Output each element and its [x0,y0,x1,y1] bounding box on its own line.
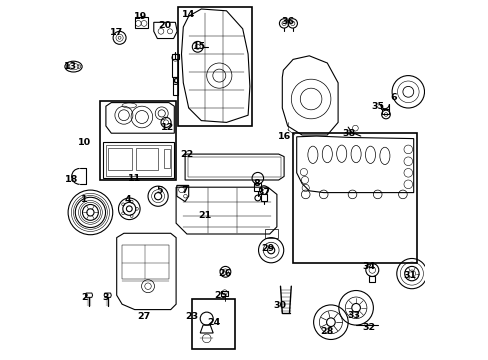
Bar [163,149,170,168]
Bar [221,291,227,296]
Bar [292,133,416,263]
Text: 4: 4 [124,195,131,204]
Text: 6: 6 [390,93,396,102]
Text: 20: 20 [159,21,171,30]
Text: 28: 28 [320,327,333,336]
Bar [108,148,132,170]
Text: 24: 24 [207,318,220,327]
Text: 3: 3 [102,292,109,302]
Bar [254,183,261,191]
Text: 29: 29 [261,244,274,253]
Bar [172,59,178,77]
Text: 12: 12 [160,123,173,132]
Text: 9: 9 [172,78,179,87]
Text: 26: 26 [218,269,231,278]
Text: 8: 8 [253,179,260,188]
Text: 15: 15 [193,42,205,51]
Text: 27: 27 [137,312,150,321]
Bar [178,7,251,126]
Text: 7: 7 [182,186,188,195]
Text: 11: 11 [128,174,141,183]
Text: 17: 17 [110,28,123,37]
Bar [192,299,235,349]
Bar [136,148,158,170]
Text: 31: 31 [403,271,416,280]
Text: 19: 19 [133,12,146,21]
Text: 38: 38 [342,129,355,138]
Text: 36: 36 [281,17,294,26]
Text: 21: 21 [198,211,211,220]
Text: 25: 25 [214,291,227,300]
Text: 33: 33 [347,310,360,320]
Text: 35: 35 [370,102,384,111]
Text: 16: 16 [277,132,290,141]
Bar [261,194,266,201]
Text: 10: 10 [78,138,91,147]
Bar [173,77,177,95]
Text: 32: 32 [362,323,374,332]
Bar [264,229,277,238]
Text: 1: 1 [81,195,87,204]
Text: 18: 18 [65,175,78,184]
Text: 22: 22 [180,150,193,159]
Bar [122,245,168,279]
Text: 13: 13 [64,62,78,71]
Bar [101,101,176,180]
Bar [368,276,374,282]
Text: 37: 37 [257,188,270,197]
Bar [106,145,171,176]
Bar [187,157,280,177]
Bar [382,109,388,114]
Bar [171,54,179,59]
Text: 5: 5 [156,186,163,195]
Text: 34: 34 [362,262,374,271]
Text: 23: 23 [185,312,199,321]
Text: 14: 14 [182,10,195,19]
Text: 30: 30 [273,302,285,310]
Bar [134,17,147,28]
Text: 2: 2 [81,292,87,302]
Bar [103,142,173,178]
